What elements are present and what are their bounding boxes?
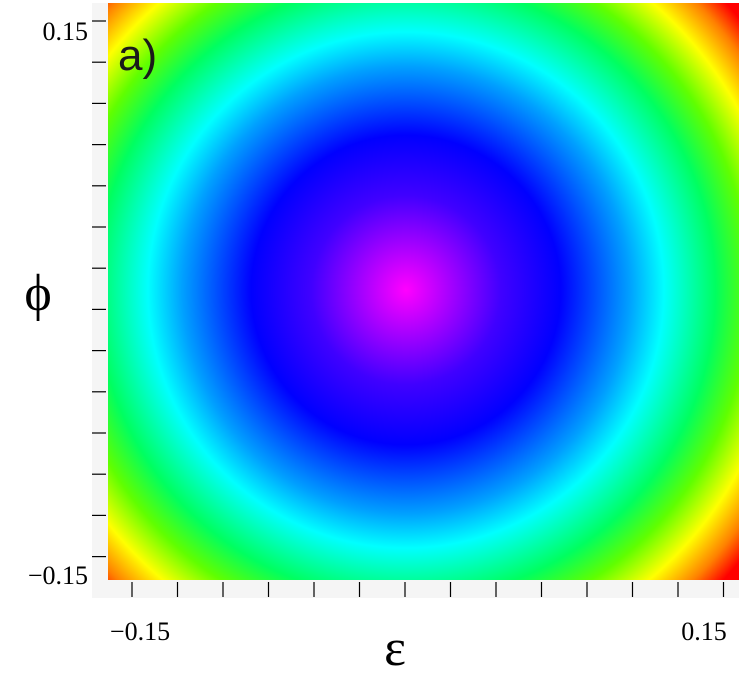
y-axis-strip [92,3,108,580]
x-tick-label-left: −0.15 [110,617,170,646]
y-axis-label: ϕ [24,265,51,322]
heatmap-field [108,3,739,580]
y-tick-label-top: 0.15 [43,17,89,46]
x-ticks [131,582,725,597]
x-axis-strip [92,580,739,598]
y-tick-label-bottom: −0.15 [28,561,88,590]
x-tick-label-right: 0.15 [681,617,727,646]
panel-label: a) [118,31,157,80]
y-ticks [92,20,106,558]
x-axis-label: ε [384,620,406,674]
